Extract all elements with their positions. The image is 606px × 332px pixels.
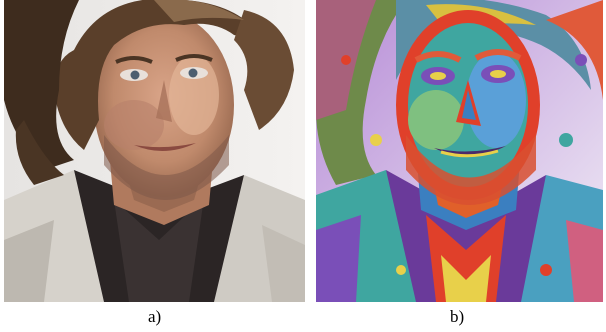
portrait-image-a [4,0,305,302]
caption-a: a) [148,307,162,326]
posterized-portrait-photo [4,0,305,302]
false-color-portrait-photo [316,0,603,302]
caption-b: b) [450,307,465,326]
portrait-image-b [316,0,603,302]
